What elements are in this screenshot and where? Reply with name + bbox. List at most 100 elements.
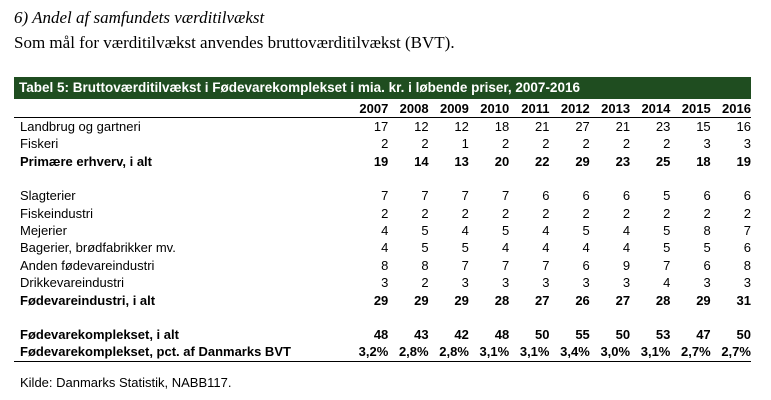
value-cell: 2 [421, 136, 429, 152]
value-cell: 4 [542, 222, 550, 238]
value-cell: 2,8% [398, 344, 429, 360]
year-header: 2013 [601, 101, 631, 116]
value-cell: 50 [615, 326, 631, 342]
value-cell: 2 [421, 205, 429, 221]
value-cell: 2 [501, 205, 510, 221]
value-cell: 42 [454, 326, 469, 342]
table-row: Drikkevareindustri 3 2 3 3 3 3 3 4 3 3 [14, 274, 751, 291]
row-label: Fødevarekomplekset, pct. af Danmarks BVT [20, 344, 291, 360]
value-cell: 47 [696, 326, 711, 342]
value-cell: 3,4% [560, 344, 590, 360]
value-cell: 23 [615, 153, 631, 169]
value-cell: 2 [663, 136, 671, 152]
value-cell: 4 [501, 240, 510, 256]
value-cell: 4 [381, 240, 389, 256]
value-cell: 19 [373, 153, 389, 169]
row-label: Anden fødevareindustri [20, 257, 155, 273]
value-cell: 2 [582, 136, 590, 152]
value-cell: 3,0% [600, 344, 631, 360]
value-cell: 2,7% [681, 344, 711, 360]
row-label: Primære erhverv, i alt [20, 153, 152, 169]
value-cell: 5 [703, 240, 711, 256]
value-cell: 21 [615, 119, 631, 134]
value-cell: 48 [373, 326, 389, 342]
value-cell: 8 [421, 257, 429, 273]
value-cell: 50 [736, 326, 751, 342]
value-cell: 3 [703, 136, 711, 152]
value-cell: 3 [461, 275, 469, 291]
value-cell: 3 [743, 136, 751, 152]
value-cell: 12 [414, 119, 429, 134]
value-cell: 18 [494, 119, 510, 134]
table-row: Fiskeindustri 2 2 2 2 2 2 2 2 2 2 [14, 205, 751, 222]
value-cell: 2 [461, 205, 469, 221]
year-header: 2008 [399, 101, 429, 116]
row-label: Mejerier [20, 222, 67, 238]
value-cell: 2 [703, 205, 711, 221]
value-cell: 19 [736, 153, 751, 169]
value-cell: 7 [542, 257, 550, 273]
value-cell: 17 [373, 119, 389, 134]
header-label-cell [14, 99, 348, 117]
value-cell: 22 [535, 153, 550, 169]
year-header: 2016 [722, 101, 751, 116]
value-cell: 23 [655, 119, 671, 134]
value-cell: 3,1% [519, 344, 550, 360]
value-cell: 7 [381, 188, 389, 204]
value-cell: 6 [703, 257, 711, 273]
value-cell: 8 [703, 222, 711, 238]
value-cell: 3,2% [358, 344, 389, 360]
value-cell: 29 [454, 292, 469, 308]
year-header: 2012 [560, 101, 590, 116]
value-cell: 50 [535, 326, 550, 342]
value-cell: 13 [454, 153, 469, 169]
value-cell: 29 [414, 292, 429, 308]
year-header: 2015 [681, 101, 711, 116]
table-body: 2007 2008 2009 2010 2011 2012 2013 2014 … [14, 99, 751, 362]
value-cell: 15 [696, 119, 711, 134]
value-cell: 7 [743, 222, 751, 238]
section-heading: 6) Andel af samfundets værditilvækst [14, 8, 265, 27]
value-cell: 7 [421, 188, 429, 204]
value-cell: 7 [663, 257, 671, 273]
value-cell: 5 [663, 240, 671, 256]
value-cell: 2 [381, 205, 389, 221]
table-row: Anden fødevareindustri 8 8 7 7 7 6 9 7 6 8 [14, 257, 751, 274]
value-cell: 53 [655, 326, 671, 342]
value-cell: 4 [381, 222, 389, 238]
value-cell: 27 [615, 292, 631, 308]
year-header: 2011 [521, 101, 550, 116]
table-spacer [14, 309, 751, 326]
value-cell: 48 [494, 326, 510, 342]
value-cell: 4 [542, 240, 550, 256]
value-cell: 12 [454, 119, 469, 134]
value-cell: 2 [421, 275, 429, 291]
value-cell: 6 [743, 188, 751, 204]
value-cell: 3,1% [640, 344, 671, 360]
value-cell: 20 [494, 153, 510, 169]
value-cell: 16 [736, 119, 751, 134]
value-cell: 55 [575, 326, 590, 342]
value-cell: 2 [622, 136, 631, 152]
value-cell: 26 [575, 292, 590, 308]
value-cell: 4 [663, 275, 671, 291]
value-cell: 9 [622, 257, 631, 273]
row-label: Fiskeri [20, 136, 59, 152]
year-header: 2010 [480, 101, 510, 116]
source-note: Kilde: Danmarks Statistik, NABB117. [20, 375, 232, 390]
year-header: 2007 [359, 101, 389, 116]
value-cell: 8 [743, 257, 751, 273]
value-cell: 2 [622, 205, 631, 221]
value-cell: 5 [663, 188, 671, 204]
value-cell: 28 [494, 292, 510, 308]
table-row: Bagerier, brødfabrikker mv. 4 5 5 4 4 4 4 5 5 6 [14, 239, 751, 256]
value-cell: 3 [743, 275, 751, 291]
value-cell: 2 [743, 205, 751, 221]
value-cell: 2 [542, 205, 550, 221]
value-cell: 2 [542, 136, 550, 152]
value-cell: 43 [414, 326, 429, 342]
table-title: Tabel 5: Bruttoværditilvækst i Fødevarek… [14, 77, 751, 99]
row-label: Fødevareindustri, i alt [20, 292, 156, 308]
value-cell: 6 [703, 188, 711, 204]
table-row: Mejerier 4 5 4 5 4 5 4 5 8 7 [14, 222, 751, 239]
